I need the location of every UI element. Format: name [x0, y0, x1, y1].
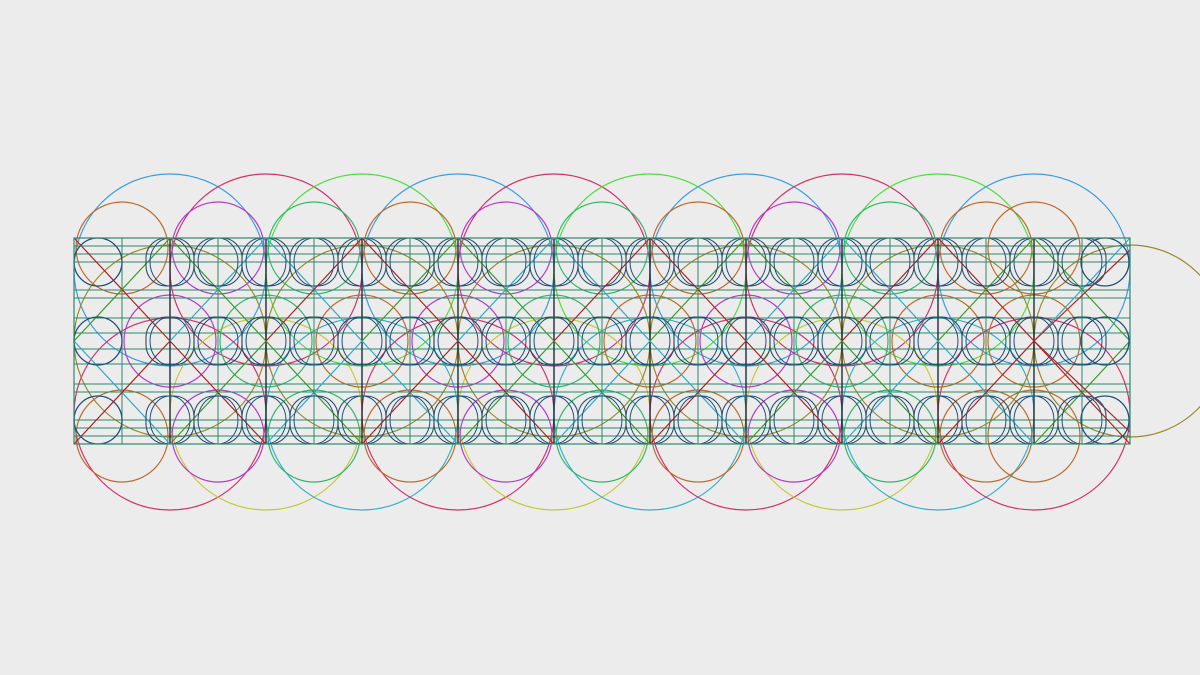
- small-oval: [437, 316, 479, 366]
- diagonal-line: [361, 237, 459, 342]
- small-oval: [389, 316, 431, 366]
- diagonal-line: [649, 340, 747, 445]
- diagonal-line: [457, 237, 555, 342]
- diagonal-line: [841, 237, 939, 342]
- diagonal-line: [361, 340, 459, 445]
- diagonal-line: [457, 340, 555, 445]
- outer-frame: [73, 237, 1131, 445]
- small-oval: [341, 316, 383, 366]
- small-oval: [821, 316, 863, 366]
- olive-circle: [1033, 244, 1200, 438]
- small-oval: [533, 316, 575, 366]
- diagonal-line: [553, 237, 651, 342]
- diagonal-line: [73, 340, 171, 445]
- small-oval: [245, 316, 287, 366]
- small-oval: [1013, 316, 1055, 366]
- diagonal-line: [169, 340, 267, 445]
- diagonal-line: [649, 237, 747, 342]
- small-circle: [73, 316, 123, 366]
- small-oval: [293, 316, 335, 366]
- small-circle: [1080, 316, 1130, 366]
- diagonal-line: [745, 340, 843, 445]
- small-oval: [917, 316, 959, 366]
- small-oval: [725, 316, 767, 366]
- diagonal-line: [1033, 340, 1131, 445]
- diagonal-line: [1033, 237, 1131, 342]
- diagonal-line: [265, 340, 363, 445]
- diagonal-line: [169, 237, 267, 342]
- small-oval: [677, 316, 719, 366]
- small-oval: [485, 316, 527, 366]
- diagonal-line: [937, 340, 1035, 445]
- small-oval: [1061, 316, 1103, 366]
- small-oval: [965, 316, 1007, 366]
- small-oval: [773, 316, 815, 366]
- diagonal-line: [937, 237, 1035, 342]
- diagonal-line: [73, 237, 171, 342]
- small-oval: [629, 316, 671, 366]
- small-oval: [581, 316, 623, 366]
- small-oval: [869, 316, 911, 366]
- small-oval: [149, 316, 191, 366]
- diagonal-line: [745, 237, 843, 342]
- diagonal-line: [265, 237, 363, 342]
- small-oval: [197, 316, 239, 366]
- diagonal-line: [553, 340, 651, 445]
- diagonal-line: [841, 340, 939, 445]
